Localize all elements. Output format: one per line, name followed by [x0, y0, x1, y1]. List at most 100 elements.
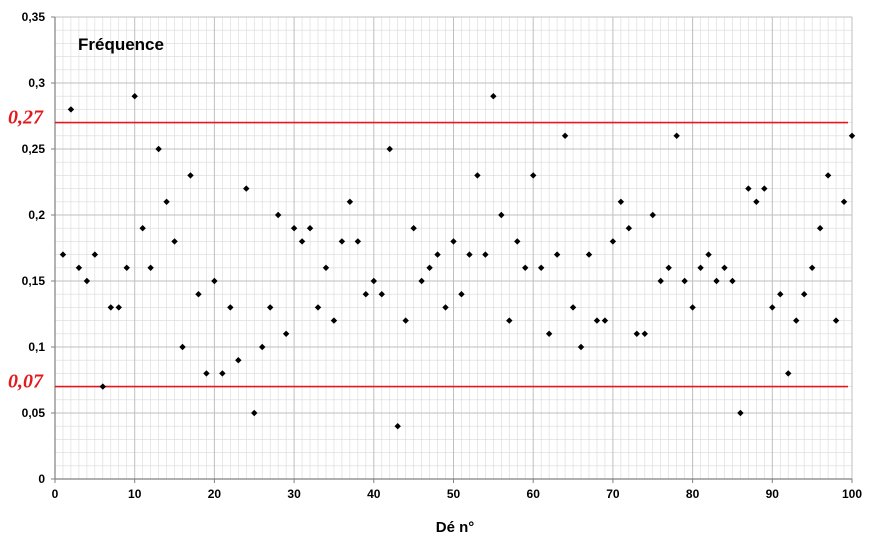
data-point — [514, 238, 521, 245]
data-point — [601, 317, 609, 324]
x-tick-label: 90 — [766, 487, 780, 501]
data-point — [745, 185, 752, 192]
data-point — [298, 238, 306, 245]
data-point — [689, 304, 696, 311]
y-tick-label: 0,05 — [22, 406, 46, 420]
data-point — [338, 238, 346, 245]
data-point — [290, 225, 298, 232]
data-point — [609, 238, 617, 245]
data-point — [641, 330, 648, 337]
y-tick-label: 0,35 — [22, 10, 46, 24]
data-point — [147, 264, 154, 271]
data-point — [330, 317, 338, 324]
data-point — [522, 264, 529, 271]
data-point — [577, 343, 585, 351]
y-tick-label: 0,1 — [28, 340, 45, 354]
data-point — [808, 264, 816, 271]
y-tick-label: 0,3 — [28, 76, 45, 90]
series-label: Fréquence — [78, 35, 164, 54]
data-point — [625, 225, 633, 232]
data-point — [354, 238, 362, 245]
data-point — [673, 132, 680, 139]
x-tick-label: 0 — [52, 487, 59, 501]
data-point — [681, 277, 688, 285]
data-point — [59, 251, 67, 258]
data-point — [179, 343, 186, 351]
reference-label-background — [4, 370, 54, 393]
data-point — [378, 291, 385, 298]
data-point — [394, 423, 401, 430]
data-points — [59, 93, 856, 430]
x-tick-label: 80 — [686, 487, 700, 501]
data-point — [545, 330, 553, 337]
data-point — [721, 264, 728, 271]
data-point — [474, 172, 481, 179]
data-point — [753, 198, 760, 205]
data-point — [585, 251, 593, 258]
data-point — [251, 409, 258, 417]
data-point — [800, 291, 808, 298]
data-point — [793, 317, 800, 324]
data-point — [75, 264, 83, 271]
data-point — [418, 277, 425, 285]
y-tick-label: 0,15 — [22, 274, 46, 288]
x-tick-label: 20 — [208, 487, 222, 501]
data-point — [649, 211, 656, 219]
data-point — [195, 291, 202, 298]
data-point — [426, 264, 433, 271]
data-point — [665, 264, 672, 271]
reference-label-background — [4, 106, 54, 129]
x-tick-label: 30 — [287, 487, 301, 501]
data-point — [537, 264, 545, 271]
data-point — [115, 304, 122, 311]
data-point — [777, 291, 784, 298]
data-point — [816, 225, 824, 232]
data-point — [266, 304, 274, 311]
data-point — [713, 277, 720, 285]
y-tick-label: 0,2 — [28, 208, 45, 222]
data-point — [729, 277, 736, 285]
reference-label: 0,07 — [8, 371, 44, 393]
data-point — [131, 93, 138, 100]
data-point — [187, 172, 194, 179]
x-tick-labels: 0 10 20 30 40 50 60 70 80 90 100 — [52, 479, 862, 501]
data-point — [593, 317, 601, 324]
data-point — [99, 383, 107, 390]
data-point — [450, 238, 457, 245]
x-tick-label: 60 — [527, 487, 541, 501]
y-tick-label: 0,25 — [22, 142, 46, 156]
data-point — [346, 198, 354, 205]
data-point — [466, 251, 473, 258]
data-point — [490, 93, 497, 100]
data-point — [203, 370, 210, 377]
data-point — [785, 370, 792, 377]
y-tick-labels: 0 0,05 0,1 0,15 0,2 0,25 0,3 0,35 — [22, 10, 55, 486]
data-point — [386, 145, 393, 153]
y-tick-label: 0 — [38, 472, 45, 486]
data-point — [832, 317, 840, 324]
data-point — [410, 225, 417, 232]
reference-label: 0,27 — [8, 107, 44, 129]
data-point — [67, 106, 75, 113]
data-point — [211, 277, 218, 285]
data-point — [442, 304, 449, 311]
data-point — [824, 172, 832, 179]
data-point — [322, 264, 330, 271]
data-point — [243, 185, 250, 192]
minor-grid — [55, 17, 852, 479]
data-point — [235, 357, 242, 364]
data-point — [482, 251, 489, 258]
x-tick-label: 40 — [367, 487, 381, 501]
x-tick-label: 50 — [447, 487, 461, 501]
data-point — [402, 317, 409, 324]
data-point — [761, 185, 768, 192]
data-point — [282, 330, 290, 337]
data-point — [91, 251, 99, 258]
data-point — [569, 304, 577, 311]
reference-lines — [55, 121, 848, 388]
data-point — [737, 409, 744, 417]
data-point — [227, 304, 234, 311]
data-point — [107, 304, 114, 311]
data-point — [506, 317, 513, 324]
